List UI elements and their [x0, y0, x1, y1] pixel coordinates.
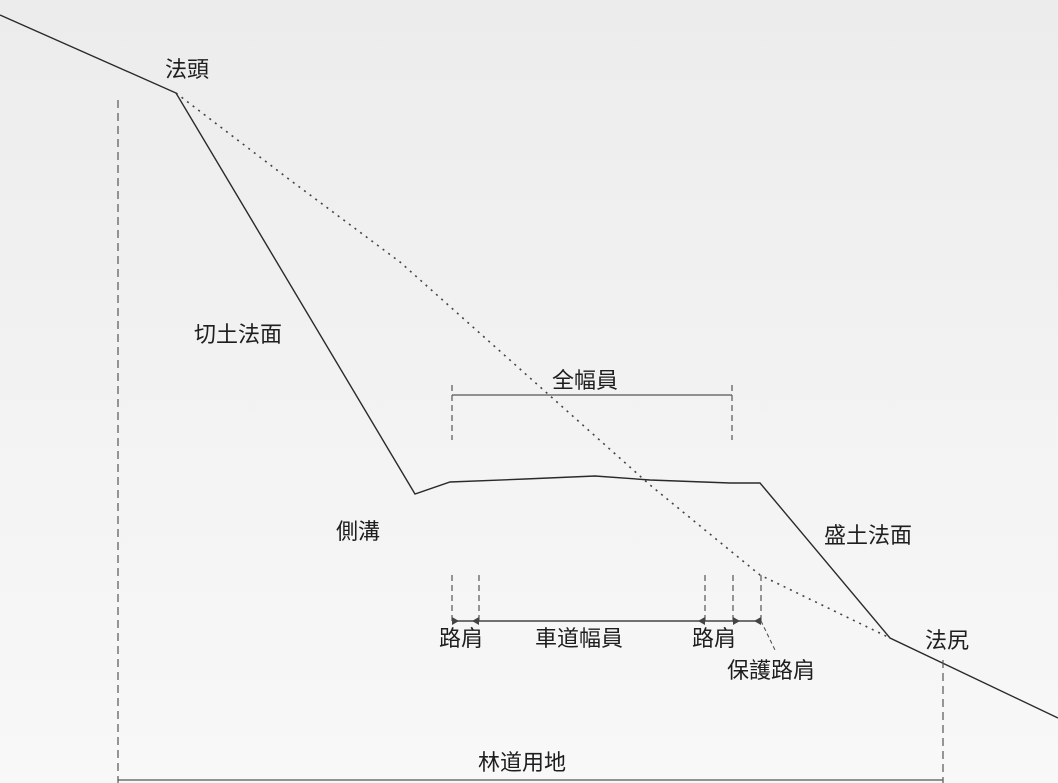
label-shoulder-left: 路肩	[439, 627, 484, 652]
arrow-tick	[452, 617, 459, 625]
label-protective-shoulder: 保護路肩	[727, 659, 816, 684]
arrow-tick	[472, 617, 479, 625]
original-ground-line	[175, 92, 891, 639]
label-full-width: 全幅員	[552, 369, 619, 394]
label-shoulder-right: 路肩	[692, 627, 737, 652]
arrow-tick	[698, 617, 705, 625]
label-fill-slope: 盛土法面	[824, 524, 913, 549]
arrow-tick	[733, 617, 740, 625]
label-side-ditch: 側溝	[336, 520, 381, 545]
label-slope-toe: 法尻	[925, 629, 970, 654]
arrow-tick	[754, 617, 761, 625]
protective-shoulder-leader	[760, 620, 776, 651]
finished-road-profile	[0, 14, 1058, 719]
label-cut-slope: 切土法面	[194, 323, 283, 348]
label-roadway-width: 車道幅員	[535, 627, 624, 652]
label-slope-top: 法頭	[165, 58, 210, 83]
label-forest-road-land: 林道用地	[478, 751, 567, 776]
